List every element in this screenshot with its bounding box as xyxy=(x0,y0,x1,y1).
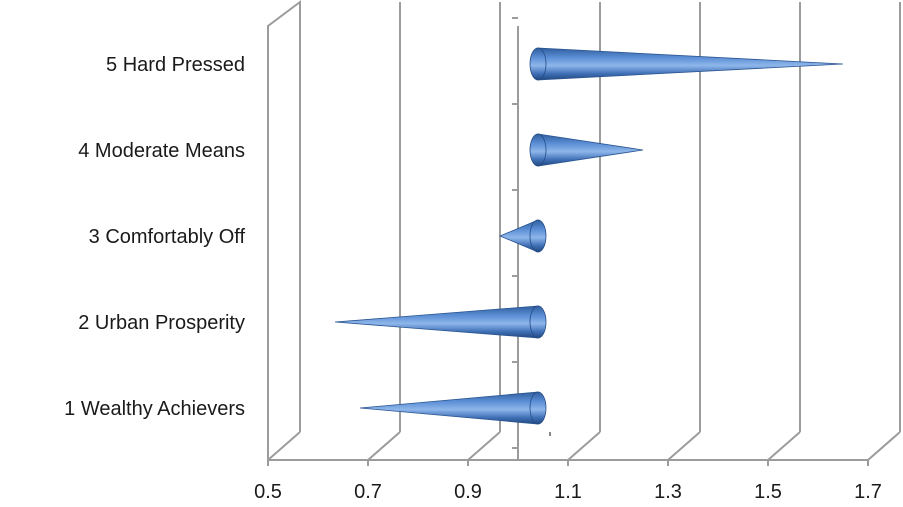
tick-label: 0.9 xyxy=(454,481,482,503)
tick-label: 1.7 xyxy=(854,481,882,503)
category-label: 5 Hard Pressed xyxy=(106,54,245,76)
cone-series xyxy=(334,47,844,425)
cone-bar xyxy=(359,391,547,425)
cone-body xyxy=(334,305,539,339)
tick-label: 0.5 xyxy=(254,481,282,503)
floor-gridline xyxy=(467,431,501,461)
cone-base xyxy=(529,47,547,81)
cone-bar xyxy=(334,305,547,339)
cone-base xyxy=(529,219,547,253)
cone-base xyxy=(529,305,547,339)
cone-body xyxy=(537,133,644,167)
floor-gridline xyxy=(367,431,401,461)
cone-body xyxy=(359,391,539,425)
floor-gridline xyxy=(567,431,601,461)
category-label: 1 Wealthy Achievers xyxy=(64,398,245,420)
floor-gridline xyxy=(767,431,801,461)
category-label: 2 Urban Prosperity xyxy=(78,312,245,334)
cone-base xyxy=(529,133,547,167)
category-axis: 1 Wealthy Achievers 2 Urban Prosperity 3 C… xyxy=(64,54,245,420)
tick-label: 1.3 xyxy=(654,481,682,503)
tick-label: 1.5 xyxy=(754,481,782,503)
tick-label: 0.7 xyxy=(354,481,382,503)
value-axis: 0.5 0.7 0.9 1.1 1.3 1.5 1.7 xyxy=(254,481,882,503)
tick-label: 1.1 xyxy=(554,481,582,503)
category-label: 3 Comfortably Off xyxy=(89,226,246,248)
side-wall xyxy=(267,0,301,460)
cone-bar xyxy=(529,47,844,81)
floor-gridline xyxy=(667,431,701,461)
cone-base xyxy=(529,391,547,425)
floor-gridline xyxy=(267,431,301,461)
gridlines xyxy=(267,2,901,466)
floor-gridline xyxy=(867,431,901,461)
plot-back-wall xyxy=(267,0,301,460)
cone-bar xyxy=(529,133,644,167)
cone-bar xyxy=(498,219,547,253)
category-label: 4 Moderate Means xyxy=(78,140,245,162)
cone-body xyxy=(537,47,844,81)
